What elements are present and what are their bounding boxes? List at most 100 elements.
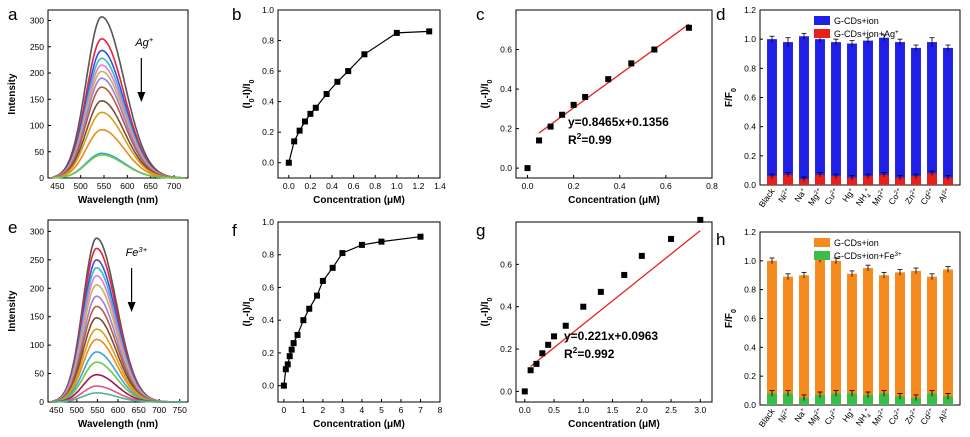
bar <box>767 39 777 185</box>
x-tick-label: 650 <box>131 405 145 415</box>
bar <box>911 47 921 185</box>
data-point <box>294 331 301 338</box>
y-tick-label: 0.0 <box>262 381 274 391</box>
y-tick-label: 0.8 <box>262 250 274 260</box>
category-label: Cu2+ <box>822 406 841 427</box>
bar <box>895 396 905 405</box>
y-tick-label: 200 <box>30 283 44 293</box>
spectrum-line <box>52 154 186 179</box>
data-point <box>300 317 307 324</box>
x-tick-label: 550 <box>90 405 104 415</box>
data-point <box>302 118 308 125</box>
data-point <box>417 233 424 240</box>
data-point <box>312 104 319 111</box>
y-tick-label: 0.6 <box>744 314 756 324</box>
bar <box>911 176 921 185</box>
category-label: Mn2+ <box>870 186 889 207</box>
data-point <box>638 252 645 259</box>
x-tick-label: 0.4 <box>326 181 338 191</box>
bar <box>783 174 793 185</box>
bar <box>943 396 953 405</box>
data-point <box>280 382 287 389</box>
legend-label: G-CDs+ion+Ag+ <box>834 29 899 40</box>
fit-line <box>530 230 701 367</box>
spectrum-line <box>52 392 186 403</box>
data-point <box>285 159 292 166</box>
x-axis-label: Concentration (μM) <box>568 419 660 430</box>
bar <box>911 397 921 405</box>
series-line <box>288 30 430 163</box>
panel-letter: d <box>716 5 725 24</box>
y-tick-label: 0.8 <box>262 36 274 46</box>
panel-c: c0.0 0.2 0.4 0.6 0.80.00.20.40.6Concentratio… <box>476 5 718 206</box>
bar <box>815 259 825 405</box>
bar <box>863 176 873 185</box>
bar <box>847 177 857 185</box>
x-tick-label: 0 <box>281 405 286 415</box>
plot-frame <box>515 9 713 179</box>
y-tick-label: 0.4 <box>262 315 274 325</box>
bar <box>879 393 889 405</box>
data-point <box>307 110 314 117</box>
panel-letter: c <box>476 5 485 24</box>
bar <box>879 174 889 185</box>
y-axis-label: (I0-I)/I0 <box>242 79 256 108</box>
x-tick-label: 500 <box>70 405 84 415</box>
x-tick-label: 4 <box>360 405 365 415</box>
category-label: Black <box>757 406 778 429</box>
data-point <box>539 350 546 357</box>
y-tick-label: 300 <box>30 226 44 236</box>
ion-annotation: Fe3+ <box>126 245 148 260</box>
bar <box>799 397 809 405</box>
data-point <box>329 264 336 271</box>
y-tick-label: 0 <box>39 397 44 407</box>
fit-equation: y=0.221x+0.0963 <box>564 329 658 343</box>
data-point <box>697 216 704 223</box>
x-tick-label: 2 <box>321 405 326 415</box>
bar <box>879 37 889 186</box>
x-tick-label: 0.6 <box>348 181 360 191</box>
panel-letter: h <box>716 230 725 249</box>
data-point <box>339 250 346 257</box>
bar <box>895 177 905 185</box>
plot-frame <box>277 221 441 403</box>
y-tick-label: 0.2 <box>500 124 512 134</box>
y-axis-label: (I0-I)/I0 <box>480 79 494 108</box>
bar <box>847 273 857 405</box>
x-tick-label: 0.8 <box>369 181 381 191</box>
data-point <box>570 101 577 108</box>
bar <box>911 270 921 405</box>
x-tick-label: 0.6 <box>660 181 672 191</box>
data-point <box>621 271 628 278</box>
x-tick-label: 600 <box>120 181 134 191</box>
y-tick-label: 0.2 <box>500 344 512 354</box>
category-label: Ni2+ <box>776 406 793 424</box>
data-point <box>559 111 566 118</box>
data-point <box>284 361 291 368</box>
y-axis-label: F/F0 <box>724 88 738 107</box>
bar <box>799 179 809 185</box>
y-tick-label: 150 <box>30 312 44 322</box>
bar <box>895 42 905 186</box>
x-tick-label: 1.4 <box>434 181 446 191</box>
category-label: Al3+ <box>936 406 953 424</box>
legend-swatch <box>814 29 830 38</box>
y-tick-label: 0.0 <box>744 400 756 410</box>
y-axis-label: Intensity <box>7 290 18 332</box>
y-tick-label: 50 <box>35 147 45 157</box>
bar <box>815 174 825 185</box>
data-point <box>334 78 341 85</box>
bar <box>847 393 857 405</box>
data-point <box>319 277 326 284</box>
y-tick-label: 0.6 <box>262 66 274 76</box>
legend-label: G-CDs+ion <box>834 238 879 248</box>
x-tick-label: 1.2 <box>412 181 424 191</box>
data-point <box>685 24 692 31</box>
bar <box>831 42 841 186</box>
data-point <box>426 28 433 35</box>
y-tick-label: 0.8 <box>744 63 756 73</box>
x-tick-label: 0.0 <box>522 181 534 191</box>
plot-frame <box>515 221 713 403</box>
